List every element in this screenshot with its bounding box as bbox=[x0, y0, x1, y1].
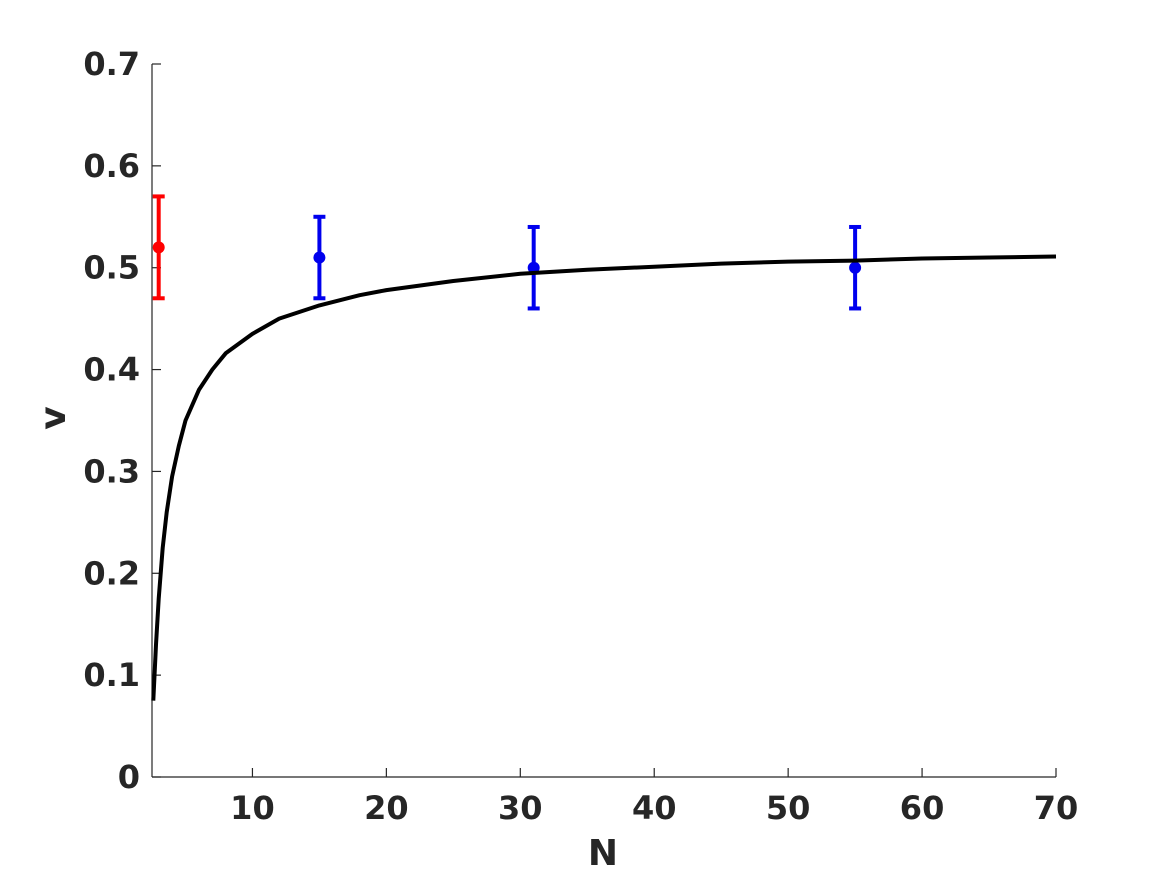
errorbar-point bbox=[527, 224, 540, 311]
y-tick-label: 0.3 bbox=[83, 452, 140, 490]
y-tick-label: 0 bbox=[118, 758, 140, 796]
data-point bbox=[527, 261, 540, 274]
x-tick-label: 70 bbox=[1034, 789, 1079, 827]
y-axis-label: v bbox=[33, 406, 74, 429]
y-tick-label: 0.6 bbox=[83, 147, 140, 185]
data-point bbox=[849, 261, 862, 274]
fit-curve bbox=[151, 254, 1057, 701]
y-tick-label: 0.5 bbox=[83, 249, 140, 287]
x-tick-label: 40 bbox=[632, 789, 677, 827]
y-tick-label: 0.7 bbox=[83, 45, 140, 83]
x-tick-label: 10 bbox=[230, 789, 275, 827]
plot-area bbox=[151, 194, 1057, 701]
x-tick-label: 30 bbox=[498, 789, 543, 827]
x-tick-label: 60 bbox=[900, 789, 945, 827]
y-tick-label: 0.1 bbox=[83, 656, 140, 694]
data-point bbox=[152, 241, 165, 254]
x-tick-label: 20 bbox=[364, 789, 409, 827]
axes: 10 20 30 40 50 60 70 0 0.1 0.2 0.3 0.4 0.5 0.6 0.7 bbox=[83, 45, 1078, 827]
errorbar-point bbox=[152, 194, 165, 301]
y-tick-label: 0.4 bbox=[83, 351, 140, 389]
x-tick-label: 50 bbox=[766, 789, 811, 827]
errorbar-point bbox=[849, 224, 862, 311]
y-tick-label: 0.2 bbox=[83, 554, 140, 592]
data-point bbox=[313, 251, 326, 264]
errorbar-point bbox=[313, 214, 326, 301]
x-axis-label: N bbox=[588, 833, 618, 874]
